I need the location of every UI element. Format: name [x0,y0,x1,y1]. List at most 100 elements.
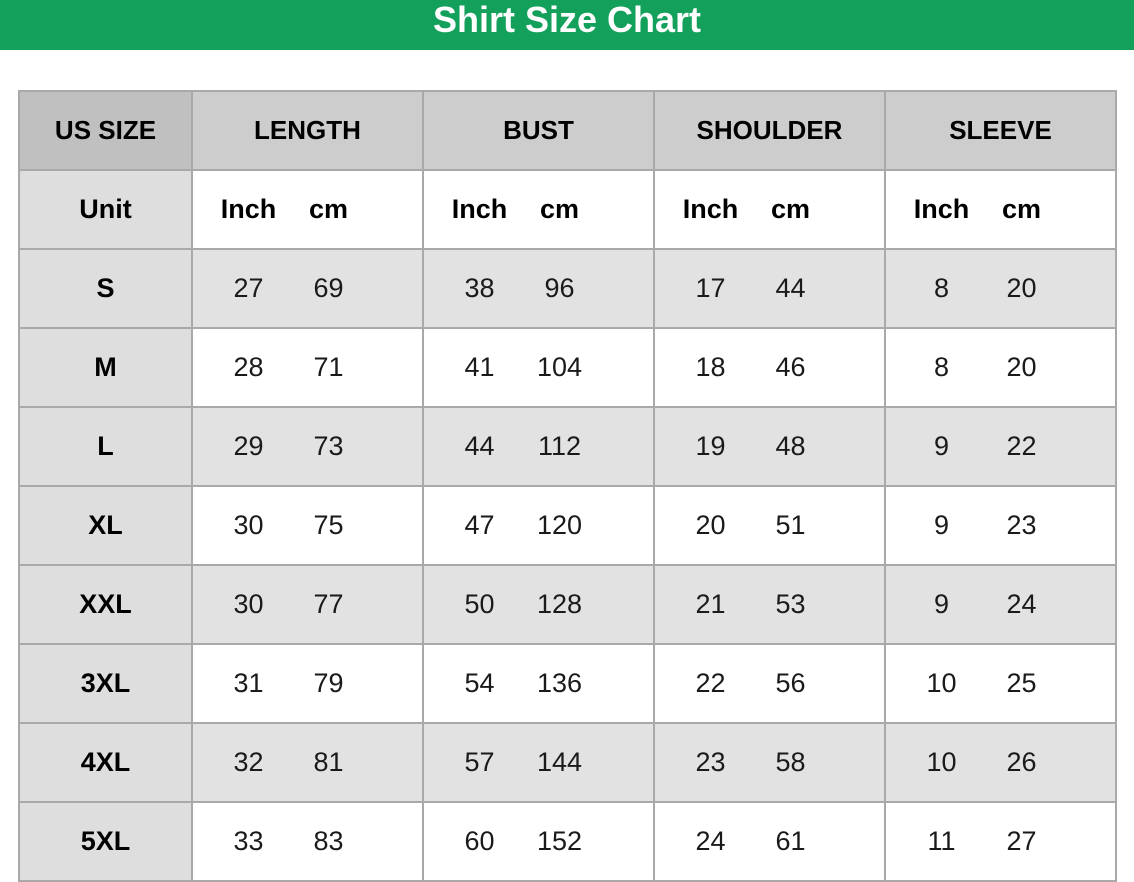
table-row: 4XL 32 81 57 144 23 58 10 26 [18,722,1117,803]
length-inch-value: 30 [233,589,264,619]
sleeve-inch-value: 9 [933,431,950,461]
unit-cell: Inch cm [191,169,424,250]
sleeve-cell: 8 20 [884,327,1117,408]
size-cell: XL [18,485,193,566]
size-cell: 3XL [18,643,193,724]
shoulder-cm-value: 61 [775,826,806,856]
unit-inch: Inch [451,194,508,224]
bust-cm-value: 128 [536,589,583,619]
length-cm-value: 77 [313,589,344,619]
sleeve-cm-value: 23 [1006,510,1037,540]
shoulder-cm-value: 51 [775,510,806,540]
sleeve-cm-value: 20 [1006,352,1037,382]
unit-cell: Inch cm [653,169,886,250]
sleeve-inch-value: 10 [926,747,957,777]
size-chart-table: US SIZE LENGTH BUST SHOULDER SLEEVE Unit… [18,90,1117,882]
shoulder-cm-value: 56 [775,668,806,698]
size-cell: 4XL [18,722,193,803]
bust-cm-value: 96 [544,273,575,303]
length-inch-value: 33 [233,826,264,856]
bust-cm-value: 120 [536,510,583,540]
length-cm-value: 81 [313,747,344,777]
shoulder-inch-value: 20 [695,510,726,540]
shoulder-cm-value: 58 [775,747,806,777]
unit-inch: Inch [682,194,739,224]
length-inch-value: 30 [233,510,264,540]
length-cell: 31 79 [191,643,424,724]
shoulder-cm-value: 48 [775,431,806,461]
sleeve-inch-value: 9 [933,589,950,619]
sleeve-cm-value: 20 [1006,273,1037,303]
length-cm-value: 71 [313,352,344,382]
shoulder-cell: 21 53 [653,564,886,645]
header-sleeve: SLEEVE [884,90,1117,171]
sleeve-cm-value: 27 [1006,826,1037,856]
sleeve-cell: 9 22 [884,406,1117,487]
bust-cell: 47 120 [422,485,655,566]
bust-cell: 44 112 [422,406,655,487]
bust-cell: 54 136 [422,643,655,724]
length-cell: 32 81 [191,722,424,803]
sleeve-inch-value: 8 [933,352,950,382]
unit-row: Unit Inch cm Inch cm Inch cm Inch cm [18,169,1117,250]
bust-inch-value: 47 [464,510,495,540]
table-row: XXL 30 77 50 128 21 53 9 24 [18,564,1117,645]
bust-cell: 41 104 [422,327,655,408]
size-cell: L [18,406,193,487]
sleeve-cell: 10 26 [884,722,1117,803]
sleeve-cm-value: 24 [1006,589,1037,619]
shoulder-inch-value: 18 [695,352,726,382]
length-cell: 30 77 [191,564,424,645]
unit-label: Unit [18,169,193,250]
bust-cm-value: 104 [536,352,583,382]
table-row: L 29 73 44 112 19 48 9 22 [18,406,1117,487]
shoulder-cm-value: 53 [775,589,806,619]
shoulder-cell: 17 44 [653,248,886,329]
sleeve-cell: 11 27 [884,801,1117,882]
length-cell: 28 71 [191,327,424,408]
unit-cell: Inch cm [422,169,655,250]
length-cm-value: 75 [313,510,344,540]
shoulder-cell: 22 56 [653,643,886,724]
length-cell: 33 83 [191,801,424,882]
length-inch-value: 31 [233,668,264,698]
shoulder-inch-value: 24 [695,826,726,856]
sleeve-cm-value: 26 [1006,747,1037,777]
sleeve-cell: 9 23 [884,485,1117,566]
table-row: 5XL 33 83 60 152 24 61 11 27 [18,801,1117,882]
unit-inch: Inch [913,194,970,224]
table-row: S 27 69 38 96 17 44 8 20 [18,248,1117,329]
bust-cell: 38 96 [422,248,655,329]
header-shoulder: SHOULDER [653,90,886,171]
shoulder-inch-value: 17 [695,273,726,303]
sleeve-inch-value: 11 [927,826,956,856]
bust-cm-value: 144 [536,747,583,777]
shoulder-inch-value: 19 [695,431,726,461]
unit-cm: cm [770,194,811,224]
shoulder-cell: 18 46 [653,327,886,408]
bust-inch-value: 54 [464,668,495,698]
length-cell: 29 73 [191,406,424,487]
length-cell: 30 75 [191,485,424,566]
shoulder-inch-value: 22 [695,668,726,698]
bust-inch-value: 41 [464,352,495,382]
sleeve-inch-value: 9 [933,510,950,540]
bust-inch-value: 44 [464,431,495,461]
shoulder-cell: 19 48 [653,406,886,487]
length-inch-value: 32 [233,747,264,777]
sleeve-cm-value: 25 [1006,668,1037,698]
sleeve-inch-value: 8 [933,273,950,303]
unit-cm: cm [308,194,349,224]
sleeve-cm-value: 22 [1006,431,1037,461]
header-bust: BUST [422,90,655,171]
bust-cell: 57 144 [422,722,655,803]
size-cell: S [18,248,193,329]
size-cell: XXL [18,564,193,645]
unit-cm: cm [539,194,580,224]
shoulder-inch-value: 21 [695,589,726,619]
table-row: XL 30 75 47 120 20 51 9 23 [18,485,1117,566]
sleeve-cell: 10 25 [884,643,1117,724]
length-cm-value: 83 [313,826,344,856]
sleeve-cell: 8 20 [884,248,1117,329]
bust-cell: 50 128 [422,564,655,645]
